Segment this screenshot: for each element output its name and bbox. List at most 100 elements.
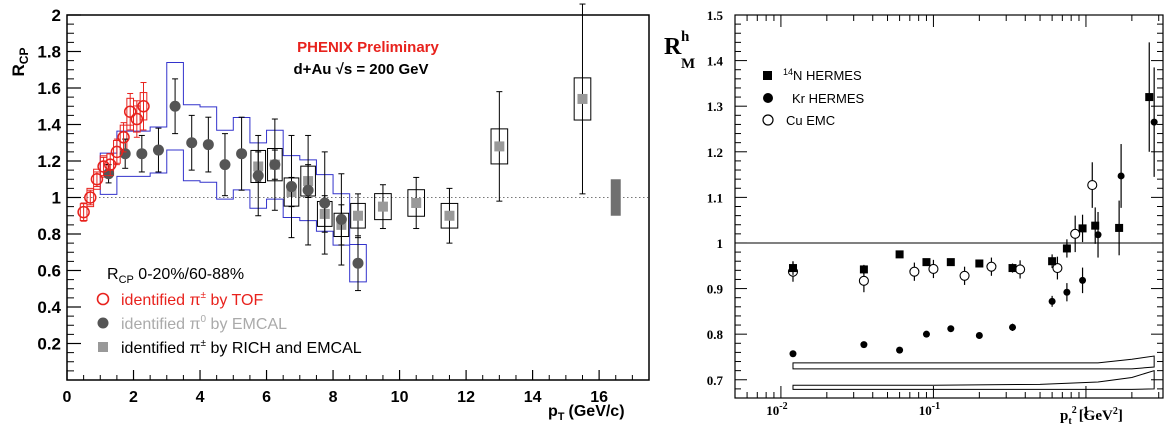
systematic-band-lower (792, 369, 1155, 390)
legend-marker-emcal (97, 317, 109, 329)
n14-point (1008, 264, 1017, 273)
emcal-point (285, 181, 297, 193)
rich-point (353, 210, 363, 221)
y-tick-label: 0.8 (37, 225, 61, 244)
cu-point (1087, 180, 1098, 191)
emcal-point (335, 213, 347, 225)
kr-point (947, 325, 955, 333)
cu-point (959, 270, 970, 281)
n14-point (1078, 224, 1087, 233)
cu-point (909, 266, 920, 277)
y-tick-label: 1 (52, 189, 61, 208)
n14-point (859, 265, 868, 274)
cu-point (986, 261, 997, 272)
y-tick-label: 1.4 (37, 116, 61, 135)
n14-point (1048, 257, 1057, 266)
emcal-point (236, 148, 248, 160)
cu-point (858, 275, 869, 286)
x-tick-label: 6 (262, 389, 271, 406)
left-chart-title: PHENIX Preliminary (297, 39, 439, 56)
y-tick-label: 0.6 (37, 262, 61, 281)
legend-marker-kr (763, 93, 773, 103)
kr-point (1117, 172, 1125, 180)
kr-point (1150, 118, 1158, 126)
left-data-points (77, 3, 588, 292)
emcal-point (152, 144, 164, 156)
n14-point (895, 250, 904, 259)
n14-point (1115, 223, 1124, 232)
cu-point (1052, 263, 1063, 274)
left-x-axis-title: pT (GeV/c) (548, 403, 625, 423)
kr-point (1048, 297, 1056, 305)
right-chart: 0.7 0.8 0.9 1 1.1 1.2 1.3 1.4 1.5 10-2 10-1 1 R h M… (664, 8, 1164, 427)
n14-point (788, 264, 797, 273)
rich-point (577, 93, 588, 104)
x-tick-label: 10-2 (766, 401, 787, 418)
left-emcal-band (79, 61, 367, 283)
y-tick-label: 0.4 (37, 298, 61, 317)
y-tick-label: 0.9 (707, 282, 724, 297)
right-x-axis-title: pt2 [GeV2] (1060, 405, 1123, 427)
y-tick-label: 0.8 (707, 327, 724, 342)
x-tick-label: 14 (524, 389, 542, 406)
legend-label-tof: identified π± by TOF (121, 290, 263, 309)
legend-label-cu: Cu EMC (786, 113, 835, 128)
legend-label-14n: 14N HERMES (783, 67, 862, 83)
n14-point (975, 259, 984, 268)
left-chart-subtitle: d+Au √s = 200 GeV (294, 61, 429, 78)
kr-point (789, 350, 797, 358)
tof-point (84, 191, 97, 204)
kr-point (1063, 288, 1071, 296)
emcal-point (202, 139, 214, 151)
x-tick-label: 16 (590, 389, 608, 406)
rich-point (411, 197, 422, 208)
x-tick-label: 4 (196, 389, 205, 406)
x-tick-label: 0 (63, 389, 72, 406)
right-data-points (787, 42, 1158, 358)
emcal-point (302, 184, 314, 196)
tof-point (77, 205, 90, 219)
rich-point (444, 210, 455, 221)
right-y-axis-title-sup: h (681, 29, 690, 45)
cu-point (928, 263, 939, 275)
right-y-axis-title: R (664, 34, 682, 60)
kr-point (1094, 231, 1102, 239)
left-y-axis-title: RCP (9, 48, 31, 77)
tof-point (97, 160, 110, 173)
tof-systematic-box (86, 187, 95, 208)
y-tick-label: 1.2 (37, 152, 61, 171)
cu-point (1015, 264, 1026, 275)
left-legend: RCP 0-20%/60-88% identified π± by TOF id… (96, 266, 362, 357)
legend-marker-rich (98, 342, 108, 352)
y-tick-label: 1 (717, 236, 724, 251)
n14-point (1145, 93, 1154, 102)
emcal-systematic-band (99, 61, 367, 283)
x-tick-label: 12 (457, 389, 475, 406)
x-tick-label: 8 (329, 389, 338, 406)
kr-point (922, 330, 930, 338)
y-tick-label: 1.5 (707, 8, 724, 23)
rich-point (377, 201, 388, 212)
emcal-point (169, 100, 181, 112)
y-tick-label: 2 (52, 6, 61, 25)
n14-point (946, 258, 955, 267)
y-tick-label: 0.7 (707, 373, 724, 388)
kr-point (896, 346, 904, 354)
emcal-point (352, 257, 364, 269)
n14-point (1091, 221, 1100, 230)
right-systematic-bands (792, 355, 1155, 390)
x-tick-label: 10-1 (919, 401, 940, 418)
left-axes: 0 2 4 6 8 10 12 14 16 0.2 0.4 0.6 0.8 1 1.2 1.4 1.6 1.8 2 (37, 6, 650, 406)
right-axes: 0.7 0.8 0.9 1 1.1 1.2 1.3 1.4 1.5 10-2 10-1 1 (707, 8, 1163, 418)
legend-marker-tof (96, 292, 110, 306)
kr-point (1009, 323, 1017, 331)
kr-point (975, 332, 983, 340)
right-y-axis-title-sub: M (681, 56, 695, 72)
cu-point (1070, 228, 1081, 239)
y-tick-label: 1.6 (37, 79, 61, 98)
emcal-point (186, 137, 198, 149)
systematic-band-upper (792, 355, 1155, 370)
tof-point (137, 100, 150, 113)
tof-point (130, 112, 144, 126)
left-legend-header: RCP 0-20%/60-88% (107, 266, 244, 286)
